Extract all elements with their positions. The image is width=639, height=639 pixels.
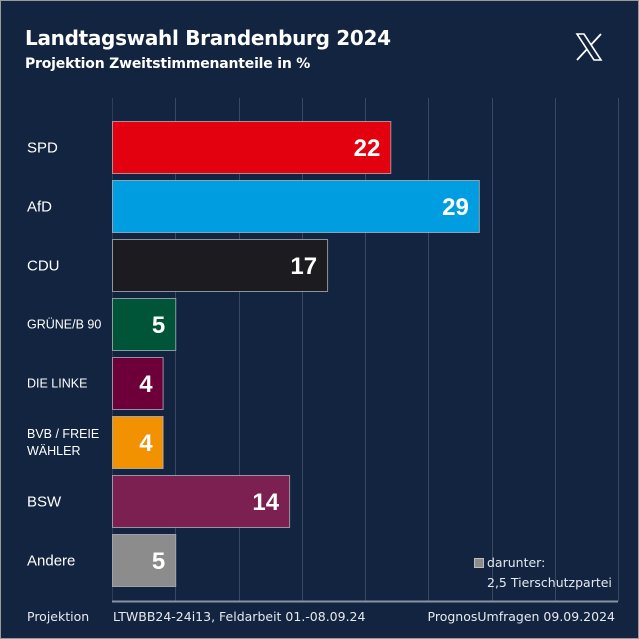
- value-label: 29: [442, 194, 469, 221]
- category-label-line: BVB / FREIE: [27, 427, 99, 441]
- annotation-note: darunter: 2,5 Tierschutzpartei: [474, 553, 612, 593]
- bar-afd: [112, 180, 480, 233]
- category-label: Andere: [27, 552, 75, 569]
- bar-grüne-b-90: [112, 298, 177, 351]
- annotation-swatch: [474, 558, 484, 568]
- category-label-line: Andere: [27, 552, 75, 569]
- value-label: 14: [252, 489, 279, 516]
- footer-details: LTWBB24-24i13, Feldarbeit 01.-08.09.24: [113, 609, 366, 624]
- category-label-line: CDU: [27, 257, 60, 274]
- annotation-text-2: 2,5 Tierschutzpartei: [487, 575, 612, 590]
- category-label: GRÜNE/B 90: [27, 318, 101, 332]
- bar-spd: [112, 121, 392, 174]
- annotation-text-1: darunter:: [487, 555, 546, 570]
- value-label: 5: [152, 548, 165, 575]
- chart-subtitle: Projektion Zweitstimmenanteile in %: [25, 56, 311, 72]
- bar-bvb-freie-wähler: [112, 416, 164, 469]
- category-label-line: DIE LINKE: [27, 377, 87, 391]
- category-label-line: SPD: [27, 139, 58, 156]
- x-logo-icon[interactable]: [574, 32, 604, 62]
- bar-cdu: [112, 239, 329, 292]
- category-label-line: GRÜNE/B 90: [27, 318, 101, 332]
- category-label-line: WÄHLER: [27, 444, 80, 458]
- x-logo-stroke-thick: [575, 33, 603, 61]
- bar-die-linke: [112, 357, 164, 410]
- category-label: BVB / FREIE WÄHLER: [27, 427, 99, 458]
- annotation-line-1: darunter:: [474, 553, 612, 573]
- bar-bsw: [112, 475, 291, 528]
- value-label: 5: [152, 312, 165, 339]
- category-label-line: AfD: [27, 198, 52, 215]
- category-label-line: BSW: [27, 493, 62, 510]
- value-label: 17: [290, 253, 317, 280]
- bar-andere: [112, 534, 177, 587]
- category-label: CDU: [27, 257, 60, 274]
- category-label: DIE LINKE: [27, 377, 87, 391]
- category-label: SPD: [27, 139, 58, 156]
- chart-title: Landtagswahl Brandenburg 2024: [25, 26, 391, 50]
- value-label: 22: [354, 135, 381, 162]
- category-label: BSW: [27, 493, 62, 510]
- value-label: 4: [139, 430, 153, 457]
- footer-source: PrognosUmfragen 09.09.2024: [427, 609, 615, 624]
- category-label: AfD: [27, 198, 52, 215]
- value-label: 4: [139, 371, 153, 398]
- footer-label: Projektion: [27, 609, 90, 624]
